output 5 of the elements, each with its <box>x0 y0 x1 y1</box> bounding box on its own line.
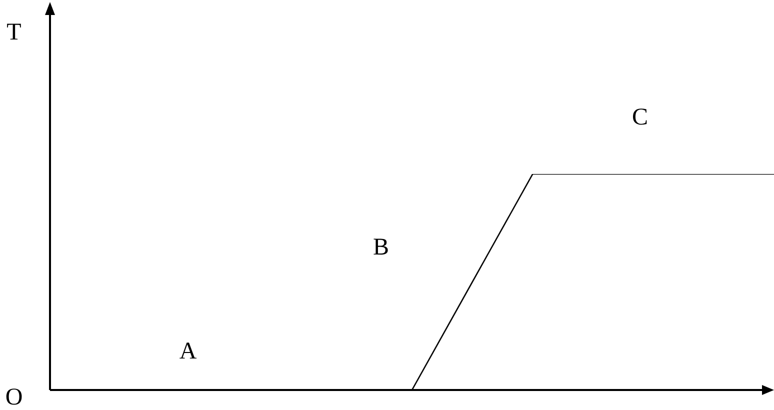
text: T <box>6 19 22 46</box>
text: C <box>632 104 648 130</box>
text: O <box>5 384 23 410</box>
annotation: B <box>372 234 390 260</box>
annotation: A <box>179 338 198 364</box>
